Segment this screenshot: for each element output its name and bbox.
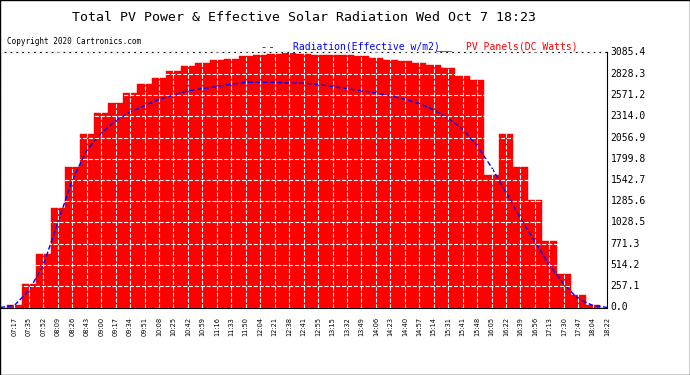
Text: Radiation(Effective w/m2): Radiation(Effective w/m2) — [293, 42, 440, 52]
Text: 3085.4: 3085.4 — [611, 48, 646, 57]
Text: 1028.5: 1028.5 — [611, 217, 646, 228]
Text: 14:23: 14:23 — [387, 317, 393, 336]
Text: 07:52: 07:52 — [41, 317, 46, 336]
Text: 14:06: 14:06 — [373, 317, 379, 336]
Text: 13:49: 13:49 — [358, 317, 364, 336]
Text: 16:22: 16:22 — [503, 317, 509, 336]
Text: 1542.7: 1542.7 — [611, 175, 646, 185]
Text: 771.3: 771.3 — [611, 239, 640, 249]
Text: 15:48: 15:48 — [474, 317, 480, 336]
Text: PV Panels(DC Watts): PV Panels(DC Watts) — [466, 42, 578, 52]
Text: 18:22: 18:22 — [604, 317, 610, 336]
Text: 257.1: 257.1 — [611, 281, 640, 291]
Text: 13:32: 13:32 — [344, 317, 350, 336]
Text: 15:31: 15:31 — [445, 317, 451, 336]
Text: 07:35: 07:35 — [26, 317, 32, 336]
Text: 09:34: 09:34 — [127, 317, 133, 336]
Text: 17:13: 17:13 — [546, 317, 553, 336]
Text: 16:05: 16:05 — [489, 317, 495, 336]
Text: 2828.3: 2828.3 — [611, 69, 646, 79]
Text: 16:56: 16:56 — [532, 317, 538, 336]
Text: 12:04: 12:04 — [257, 317, 263, 336]
Text: 2056.9: 2056.9 — [611, 132, 646, 142]
Text: 08:43: 08:43 — [83, 317, 90, 336]
Text: 09:00: 09:00 — [98, 317, 104, 336]
Text: 2571.2: 2571.2 — [611, 90, 646, 100]
Text: 11:16: 11:16 — [214, 317, 220, 336]
Text: Copyright 2020 Cartronics.com: Copyright 2020 Cartronics.com — [7, 38, 141, 46]
Text: 10:25: 10:25 — [170, 317, 177, 336]
Text: 10:42: 10:42 — [185, 317, 191, 336]
Text: 17:30: 17:30 — [561, 317, 566, 336]
Text: 514.2: 514.2 — [611, 260, 640, 270]
Text: 06:59: 06:59 — [0, 317, 3, 336]
Text: 17:47: 17:47 — [575, 317, 581, 336]
Text: 09:17: 09:17 — [112, 317, 119, 336]
Text: 09:51: 09:51 — [141, 317, 148, 336]
Text: Total PV Power & Effective Solar Radiation Wed Oct 7 18:23: Total PV Power & Effective Solar Radiati… — [72, 11, 535, 24]
Text: 12:38: 12:38 — [286, 317, 292, 336]
Text: - -: - - — [262, 42, 277, 52]
Text: 0.0: 0.0 — [611, 303, 629, 312]
Text: 14:57: 14:57 — [416, 317, 422, 336]
Text: 10:08: 10:08 — [156, 317, 162, 336]
Text: 11:50: 11:50 — [243, 317, 249, 336]
Text: 15:14: 15:14 — [431, 317, 437, 336]
Text: ___: ___ — [435, 42, 451, 52]
Text: 13:15: 13:15 — [330, 317, 335, 336]
Text: 16:39: 16:39 — [518, 317, 524, 336]
Text: 08:09: 08:09 — [55, 317, 61, 336]
Text: 2314.0: 2314.0 — [611, 111, 646, 121]
Text: 11:33: 11:33 — [228, 317, 235, 336]
Text: 12:41: 12:41 — [301, 317, 306, 336]
Text: 14:40: 14:40 — [402, 317, 408, 336]
Text: 12:21: 12:21 — [272, 317, 277, 336]
Text: 10:59: 10:59 — [199, 317, 206, 336]
Text: 07:17: 07:17 — [12, 317, 17, 336]
Text: 1285.6: 1285.6 — [611, 196, 646, 206]
Text: 18:04: 18:04 — [590, 317, 595, 336]
Text: 15:41: 15:41 — [460, 317, 466, 336]
Text: 1799.8: 1799.8 — [611, 154, 646, 164]
Text: 12:55: 12:55 — [315, 317, 321, 336]
Text: 08:26: 08:26 — [69, 317, 75, 336]
